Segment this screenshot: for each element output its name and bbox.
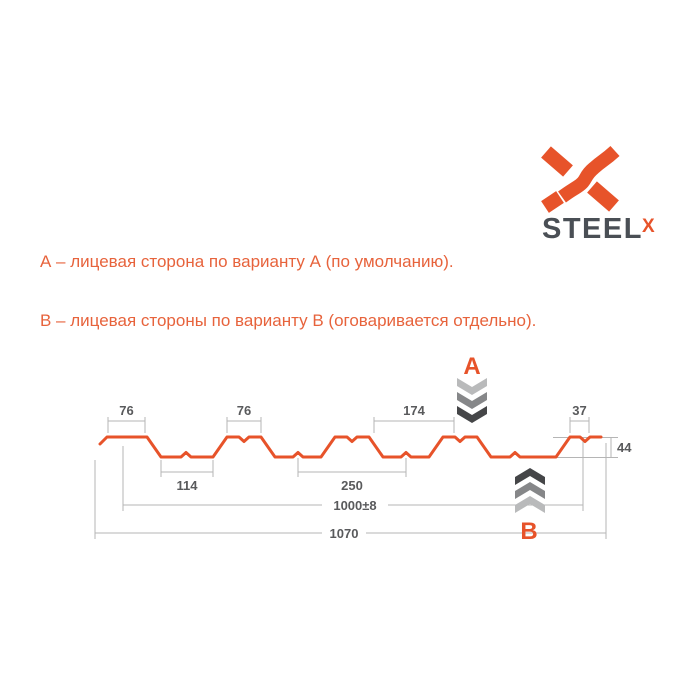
side-a-marker: A bbox=[457, 353, 487, 423]
side-b-marker: B bbox=[515, 468, 545, 545]
logo-arm-bottomright bbox=[587, 181, 619, 212]
dim-crest-edge: 37 bbox=[572, 403, 586, 418]
dim-height: 44 bbox=[617, 440, 632, 455]
chevron-down-icon bbox=[457, 378, 487, 395]
logo-arm-topleft bbox=[541, 146, 573, 177]
chevron-up-icon bbox=[515, 496, 545, 513]
logo-s-ribbon bbox=[558, 145, 620, 203]
side-a-letter: A bbox=[463, 353, 480, 380]
dim-cover-width: 1000±8 bbox=[333, 498, 376, 513]
logo-x-icon: STEEL X bbox=[541, 145, 655, 245]
chevron-up-icon bbox=[515, 468, 545, 485]
note-variant-a: А – лицевая сторона по варианту А (по ум… bbox=[40, 252, 454, 271]
logo-mark-text: X bbox=[642, 216, 655, 237]
chevron-up-icon bbox=[515, 482, 545, 499]
dim-crest-mid: 76 bbox=[237, 403, 251, 418]
dimension-lines bbox=[94, 417, 618, 539]
dim-overall-width: 1070 bbox=[330, 526, 359, 541]
note-variant-b: В – лицевая стороны по варианту В (огова… bbox=[40, 311, 537, 330]
dimension-labels: 76 76 174 37 44 114 250 1000±8 1070 bbox=[119, 403, 632, 541]
chevron-down-icon bbox=[457, 392, 487, 409]
dim-crest-spacing: 174 bbox=[403, 403, 425, 418]
logo: STEEL X bbox=[520, 130, 680, 250]
logo-brand-text: STEEL bbox=[542, 213, 643, 245]
profile-outline bbox=[98, 435, 603, 459]
dim-valley-pitch: 250 bbox=[341, 478, 363, 493]
logo-arm-bottomleft bbox=[541, 191, 564, 213]
dim-valley-width: 114 bbox=[177, 478, 199, 493]
side-b-letter: B bbox=[520, 518, 537, 545]
chevron-down-icon bbox=[457, 406, 487, 423]
dim-crest-left: 76 bbox=[119, 403, 133, 418]
